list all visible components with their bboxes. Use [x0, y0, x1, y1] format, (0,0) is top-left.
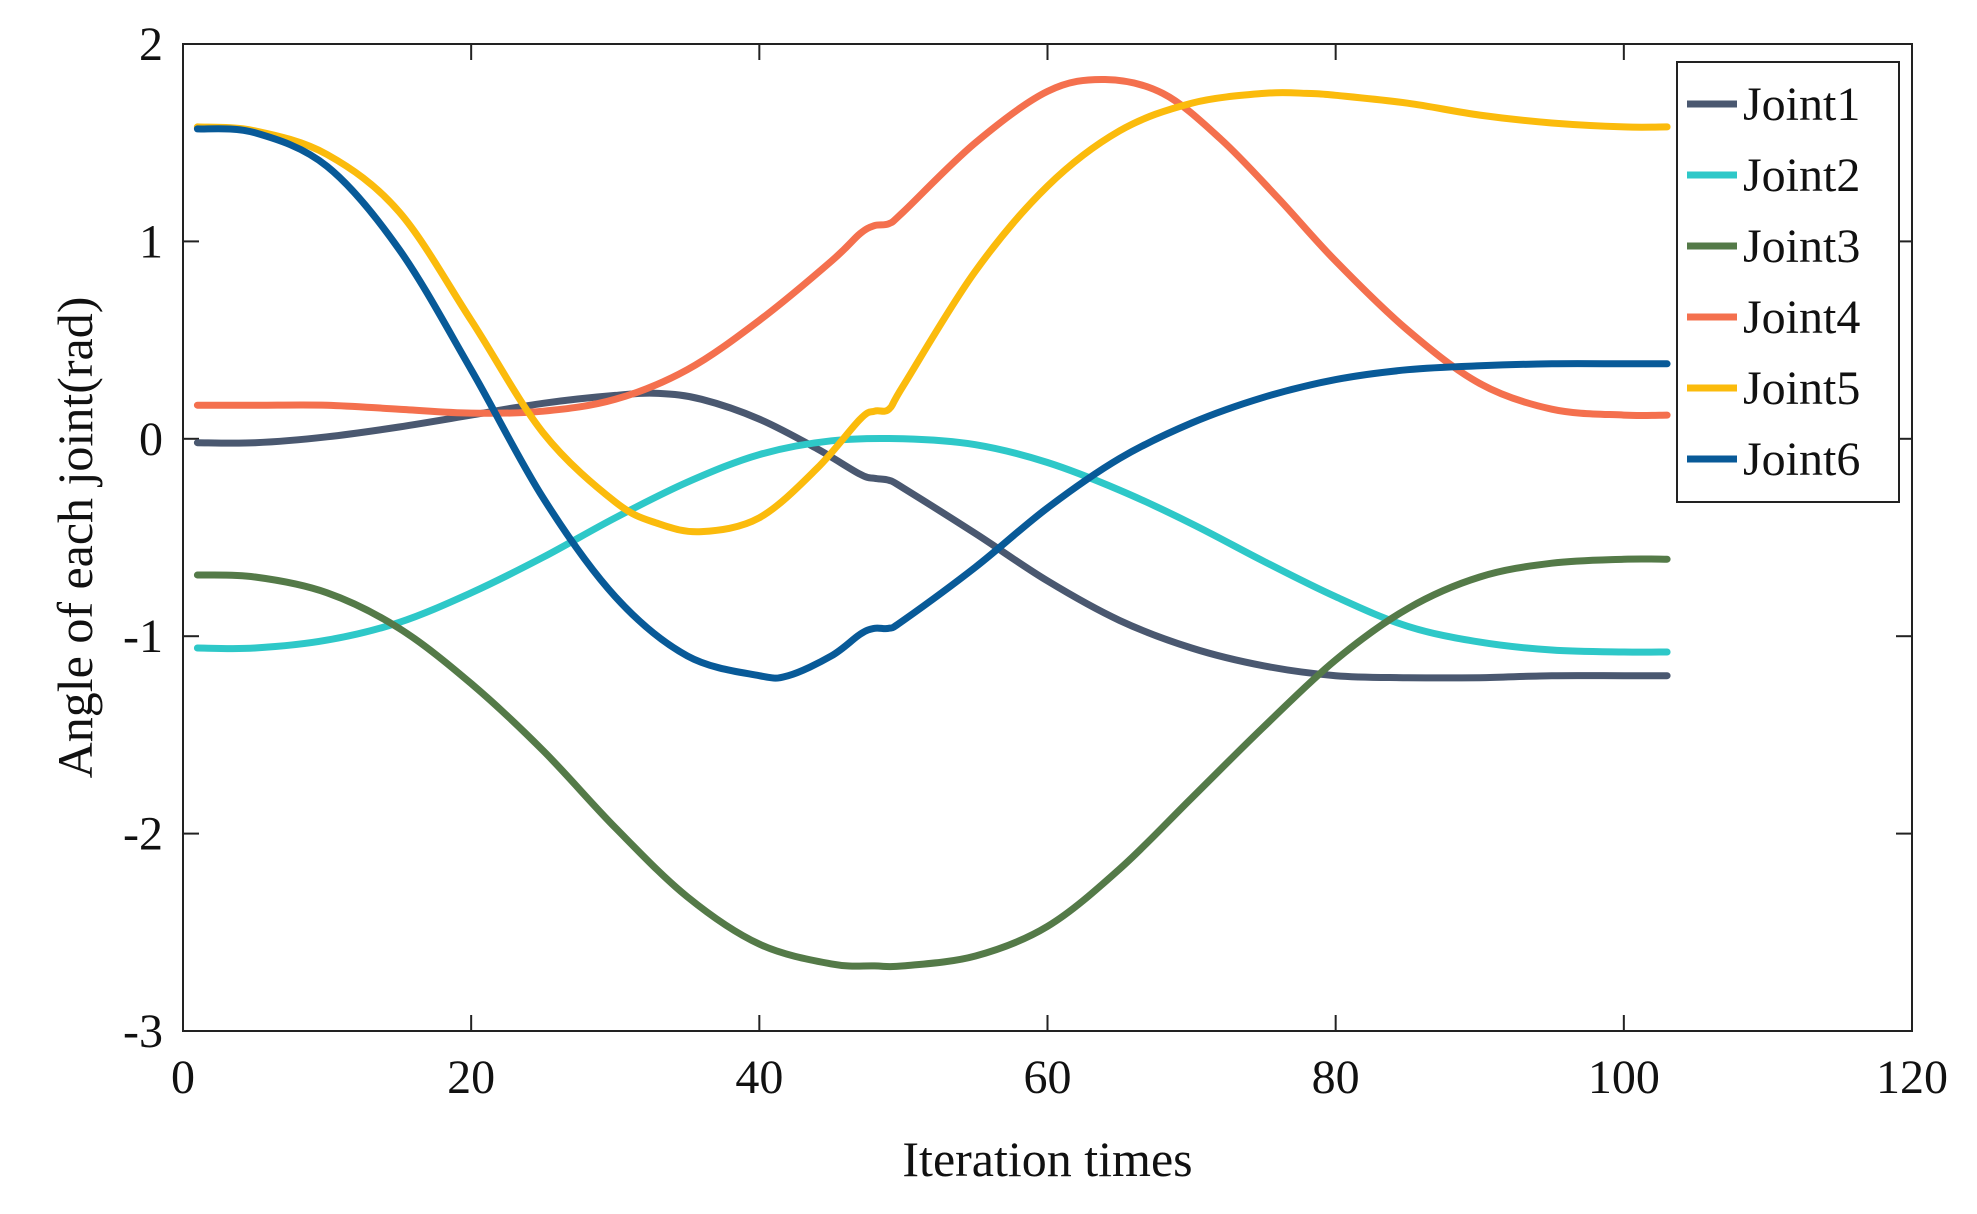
x-tick-label: 100	[1588, 1051, 1660, 1104]
series-line-joint2	[193, 434, 1671, 656]
x-tick-label: 40	[735, 1051, 783, 1104]
chart-series	[193, 75, 1671, 971]
x-tick-label: 60	[1024, 1051, 1072, 1104]
y-tick-label: 2	[139, 18, 163, 71]
legend-label: Joint4	[1743, 291, 1860, 344]
legend-label: Joint3	[1743, 220, 1860, 273]
chart-legend: Joint1 Joint2 Joint3 Joint4 Joint5 Joint6	[1676, 61, 1900, 503]
legend-label: Joint1	[1743, 78, 1860, 131]
y-axis-label: Angle of each joint(rad)	[47, 297, 103, 779]
x-tick-label: 20	[447, 1051, 495, 1104]
y-tick-label: 1	[139, 215, 163, 268]
chart-axes: 0 20 40 60 80 100 120 2 1 0 -1 -2 -3	[123, 18, 1948, 1104]
x-tick-label: 80	[1312, 1051, 1360, 1104]
y-tick-label: -2	[123, 808, 163, 861]
series-line-joint5	[193, 89, 1671, 536]
legend-box	[1676, 61, 1900, 503]
y-tick-label: -3	[123, 1005, 163, 1058]
plot-frame	[182, 43, 1913, 1032]
y-tick-label: -1	[123, 610, 163, 663]
series-line-joint3	[193, 555, 1671, 971]
y-tick-label: 0	[139, 413, 163, 466]
legend-label: Joint6	[1743, 433, 1860, 486]
series-line-joint6	[193, 125, 1671, 682]
x-tick-label: 120	[1876, 1051, 1948, 1104]
legend-label: Joint5	[1743, 362, 1860, 415]
legend-label: Joint2	[1743, 149, 1860, 202]
x-tick-label: 0	[171, 1051, 195, 1104]
x-axis-label: Iteration times	[902, 1131, 1192, 1187]
series-line-joint4	[193, 75, 1671, 420]
